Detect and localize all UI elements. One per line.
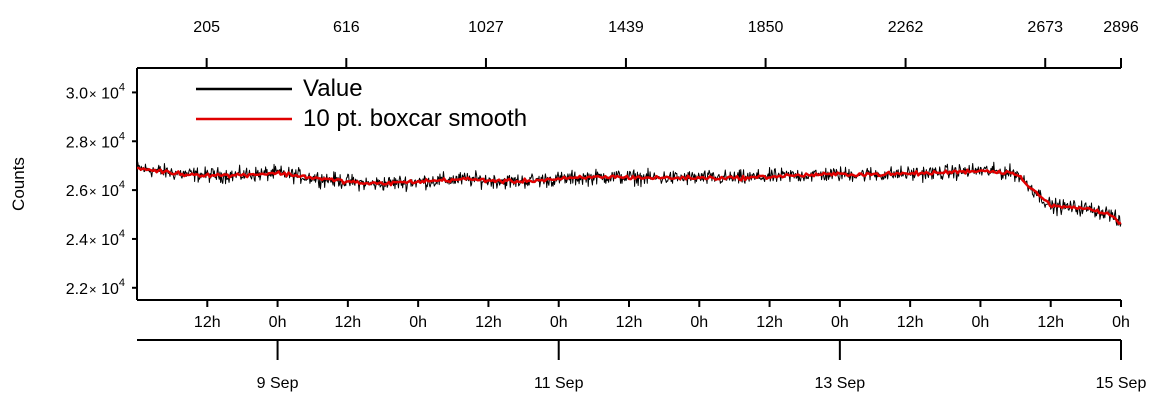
date-tick-label: 13 Sep	[814, 375, 865, 392]
date-tick-label: 11 Sep	[534, 375, 584, 392]
top-tick-label: 2262	[888, 19, 924, 36]
time-tick-label: 12h	[335, 314, 362, 331]
legend-label-value: Value	[303, 75, 363, 102]
series-line-smooth	[136, 166, 1122, 225]
time-tick-label: 0h	[409, 314, 427, 331]
time-tick-label: 12h	[616, 314, 643, 331]
time-tick-label: 0h	[550, 314, 568, 331]
y-tick-label: 2.2× 104	[66, 277, 125, 298]
y-tick-label: 2.4× 104	[66, 228, 125, 249]
y-tick-label: 3.0× 104	[66, 81, 125, 102]
series-layer	[136, 161, 1122, 227]
top-tick-label: 2673	[1027, 19, 1063, 36]
top-tick-label: 1439	[608, 19, 644, 36]
time-axis-ticks: 12h 0h 12h 0h 12h 0h 12h 0h 12h 0h 12h 0h 12h 0h	[194, 300, 1130, 331]
time-tick-label: 0h	[269, 314, 287, 331]
legend-label-smooth: 10 pt. boxcar smooth	[303, 105, 527, 132]
time-tick-label: 0h	[972, 314, 990, 331]
top-axis-ticks: 205 616 1027 1439 1850 2262 2673 2896	[193, 19, 1139, 68]
date-tick-label: 9 Sep	[257, 375, 299, 392]
time-tick-label: 12h	[897, 314, 924, 331]
y-axis-title: Counts	[9, 157, 28, 211]
plot-frame	[136, 67, 1121, 341]
time-tick-label: 12h	[1037, 314, 1064, 331]
time-tick-label: 12h	[756, 314, 783, 331]
time-tick-label: 0h	[1112, 314, 1130, 331]
top-tick-label: 1850	[748, 19, 784, 36]
top-tick-label: 1027	[468, 19, 504, 36]
time-tick-label: 0h	[690, 314, 708, 331]
time-tick-label: 12h	[475, 314, 502, 331]
date-axis-ticks: 9 Sep 11 Sep 13 Sep 15 Sep	[257, 340, 1147, 392]
y-tick-label: 2.8× 104	[66, 130, 125, 151]
time-tick-label: 0h	[831, 314, 849, 331]
time-tick-label: 12h	[194, 314, 221, 331]
top-tick-label: 205	[193, 19, 220, 36]
legend: Value 10 pt. boxcar smooth	[196, 75, 527, 132]
top-tick-label: 2896	[1103, 19, 1139, 36]
date-tick-label: 15 Sep	[1096, 375, 1147, 392]
y-tick-label: 2.6× 104	[66, 179, 125, 200]
top-tick-label: 616	[333, 19, 360, 36]
y-axis-ticks: 2.2× 104 2.4× 104 2.6× 104 2.8× 104 3.0× 104	[66, 81, 137, 298]
